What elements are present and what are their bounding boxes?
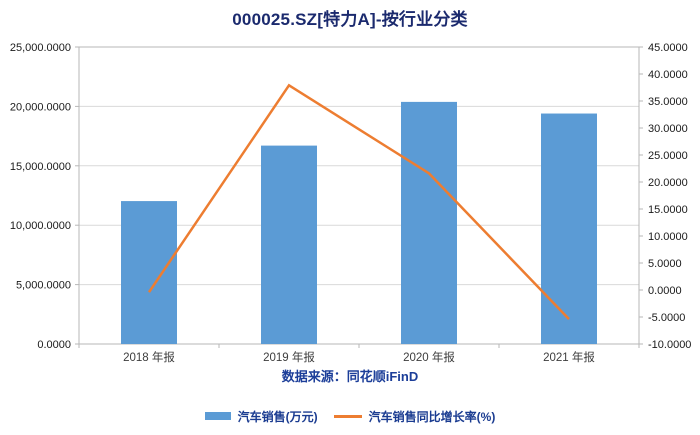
legend-bar-swatch-icon — [204, 412, 231, 420]
y-left-tick-label: 15,000.0000 — [10, 161, 71, 173]
legend: 汽车销售(万元) 汽车销售同比增长率(%) — [0, 406, 700, 426]
legend-line-label: 汽车销售同比增长率(%) — [368, 409, 496, 424]
y-right-tick-label: 5.0000 — [648, 258, 682, 270]
y-right-tick-label: 15.0000 — [648, 204, 688, 216]
y-left-tick-label: 25,000.0000 — [10, 42, 71, 54]
bar-2019 年报 — [261, 145, 317, 344]
x-tick-label: 2021 年报 — [543, 350, 595, 364]
y-left-tick-label: 20,000.0000 — [10, 101, 71, 113]
y-right-tick-label: 10.0000 — [648, 231, 688, 243]
x-tick-label: 2018 年报 — [123, 350, 175, 364]
y-right-tick-label: -5.0000 — [648, 312, 685, 324]
y-right-tick-label: 20.0000 — [648, 177, 688, 189]
bar-2021 年报 — [541, 113, 597, 344]
legend-line-swatch-icon — [333, 414, 362, 418]
growth-line — [147, 83, 570, 321]
y-right-tick-label: 45.0000 — [648, 42, 688, 54]
chart-title: 000025.SZ[特力A]-按行业分类 — [232, 10, 468, 29]
y-right-tick-label: 30.0000 — [648, 123, 688, 135]
y-right-tick-label: 25.0000 — [648, 150, 688, 162]
plot-area: 0.0000 5,000.0000 10,000.0000 15,000.0000 20… — [10, 42, 692, 364]
bar-2018 年报 — [121, 201, 177, 344]
source-note: 数据来源：同花顺iFinD — [281, 369, 419, 384]
bar-2020 年报 — [401, 101, 457, 345]
y-right-tick-label: 40.0000 — [648, 69, 688, 81]
y-left-tick-label: 10,000.0000 — [10, 220, 71, 232]
y-left-tick-label: 5,000.0000 — [16, 280, 71, 292]
y-right-tick-label: 35.0000 — [648, 96, 688, 108]
x-tick-label: 2020 年报 — [403, 350, 455, 364]
legend-bar-label: 汽车销售(万元) — [237, 409, 318, 424]
x-tick-label: 2019 年报 — [263, 350, 315, 364]
y-left-tick-label: 0.0000 — [37, 339, 71, 351]
y-right-tick-label: 0.0000 — [648, 285, 682, 297]
y-right-tick-label: -10.0000 — [648, 339, 691, 351]
